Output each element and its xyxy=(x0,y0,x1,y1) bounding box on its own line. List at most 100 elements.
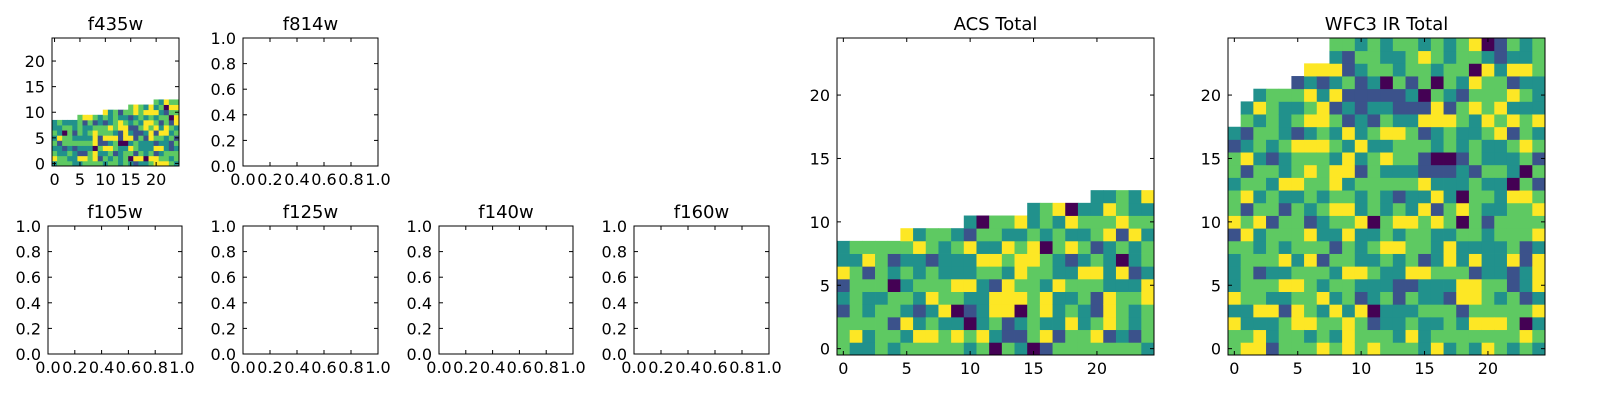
heatmap-cell xyxy=(1430,126,1444,140)
heatmap-cell xyxy=(1291,177,1305,191)
axes-frame xyxy=(836,37,1155,356)
heatmap-cell xyxy=(107,160,114,167)
heatmap-cell xyxy=(1240,202,1254,216)
heatmap-cell xyxy=(1532,291,1546,305)
heatmap-cell xyxy=(1494,177,1508,191)
heatmap-cell xyxy=(1128,215,1142,229)
heatmap-cell xyxy=(118,135,124,141)
heatmap-cell xyxy=(1128,228,1142,242)
heatmap-cell xyxy=(1456,50,1470,64)
heatmap-cell xyxy=(1052,228,1066,242)
heatmap-cell xyxy=(1240,266,1254,280)
heatmap-cell xyxy=(1430,139,1444,153)
heatmap-cell xyxy=(143,150,149,157)
heatmap-cell xyxy=(1240,164,1254,178)
heatmap-cell xyxy=(1316,304,1330,318)
heatmap-cell xyxy=(1506,278,1521,292)
heatmap-cell xyxy=(925,240,939,254)
heatmap-cell xyxy=(1405,164,1419,178)
x-tick-label: 5 xyxy=(1293,359,1303,378)
heatmap-cell xyxy=(1392,152,1406,166)
heatmap-cell xyxy=(1506,291,1521,305)
heatmap-cell xyxy=(1014,316,1028,331)
heatmap-cell xyxy=(1001,278,1015,292)
heatmap-cell xyxy=(1090,291,1104,305)
heatmap-cell xyxy=(1456,101,1470,115)
heatmap-cell xyxy=(67,140,73,146)
x-tick-label: 1.0 xyxy=(560,358,585,377)
heatmap-cell xyxy=(1392,253,1406,267)
y-tick-label: 0.8 xyxy=(211,55,236,74)
heatmap-cell xyxy=(1039,202,1053,216)
heatmap-cell xyxy=(1494,152,1508,166)
heatmap-cell xyxy=(112,114,119,121)
heatmap-cell xyxy=(1443,50,1457,64)
heatmap-cell xyxy=(1405,152,1419,166)
heatmap-cell xyxy=(123,130,129,136)
heatmap-cell xyxy=(913,240,927,254)
heatmap-cell xyxy=(87,155,94,162)
heatmap-cell xyxy=(92,135,99,141)
heatmap-cell xyxy=(128,145,134,152)
heatmap-cell xyxy=(1418,126,1432,140)
heatmap-cell xyxy=(1354,177,1368,191)
x-tick-label: 0.2 xyxy=(257,358,282,377)
heatmap-cell xyxy=(1494,101,1508,115)
heatmap-cell xyxy=(1065,266,1079,280)
heatmap-cell xyxy=(1456,304,1470,318)
heatmap-cell xyxy=(862,278,876,292)
heatmap-cell xyxy=(1443,114,1457,128)
heatmap-cell xyxy=(1316,177,1330,191)
heatmap-cell xyxy=(1240,278,1254,292)
heatmap-cell xyxy=(97,114,104,121)
heatmap-cell xyxy=(1115,215,1130,229)
heatmap-cell xyxy=(112,155,119,162)
heatmap-cell xyxy=(82,119,88,126)
heatmap-cell xyxy=(102,109,109,116)
heatmap-cell xyxy=(989,278,1003,292)
heatmap-cell xyxy=(951,329,965,343)
heatmap-cell xyxy=(118,119,124,126)
heatmap-cell xyxy=(133,130,139,136)
heatmap-cell xyxy=(1342,278,1356,292)
heatmap-cell xyxy=(168,109,175,116)
heatmap-cell xyxy=(87,135,94,141)
heatmap-cell xyxy=(1291,88,1305,102)
heatmap-cell xyxy=(1532,240,1546,254)
heatmap-cell xyxy=(1418,316,1432,331)
heatmap-cell xyxy=(1304,329,1318,343)
heatmap-cell xyxy=(62,125,68,131)
heatmap-cell xyxy=(1090,278,1104,292)
heatmap-cell xyxy=(1090,190,1104,204)
heatmap-cell xyxy=(148,104,154,111)
heatmap-cell xyxy=(862,240,876,254)
y-tick-label: 10 xyxy=(25,103,45,122)
heatmap-cell xyxy=(1052,304,1066,318)
heatmap-cell xyxy=(1253,164,1267,178)
heatmap-cell xyxy=(158,130,165,136)
heatmap-cell xyxy=(1354,38,1368,52)
heatmap-cell xyxy=(1519,253,1533,267)
heatmap-cell xyxy=(900,304,914,318)
axes-frame xyxy=(1227,37,1546,356)
heatmap-cell xyxy=(1405,50,1419,64)
heatmap-cell xyxy=(1481,253,1495,267)
heatmap-cell xyxy=(1430,114,1444,128)
heatmap-cell xyxy=(1418,329,1432,343)
heatmap-cell xyxy=(1253,253,1267,267)
heatmap-cell xyxy=(1481,114,1495,128)
heatmap-cell xyxy=(976,253,990,267)
heatmap-cell xyxy=(1266,316,1280,331)
heatmap-cell xyxy=(158,109,165,116)
heatmap-cell xyxy=(1278,190,1292,204)
heatmap-cell xyxy=(1115,342,1130,356)
heatmap-cell xyxy=(1228,291,1242,305)
heatmap-cell xyxy=(1077,291,1091,305)
heatmap-cell xyxy=(1128,190,1142,204)
x-tick-label: 0.8 xyxy=(338,358,363,377)
heatmap-cell xyxy=(1014,228,1028,242)
heatmap-cell xyxy=(1304,215,1318,229)
heatmap-cell xyxy=(1430,266,1444,280)
heatmap-cell xyxy=(1418,101,1432,115)
heatmap-cell xyxy=(148,140,154,146)
